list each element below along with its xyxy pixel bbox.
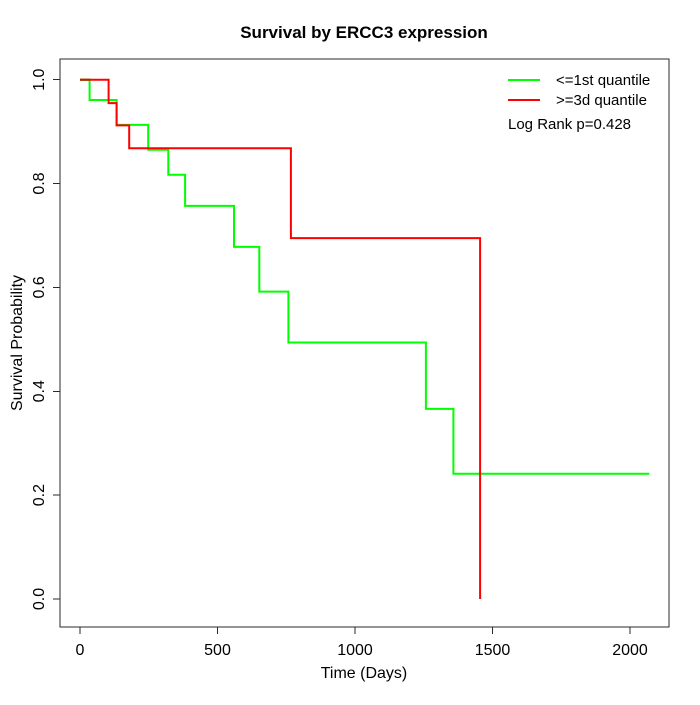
survival-curves	[80, 78, 650, 599]
legend: <=1st quantile >=3d quantile Log Rank p=…	[508, 72, 650, 133]
log-rank-annotation: Log Rank p=0.428	[508, 116, 631, 133]
x-tick-label: 2000	[612, 642, 648, 659]
x-axis-label: Time (Days)	[321, 665, 408, 682]
y-tick-label: 1.0	[31, 68, 48, 90]
legend-label-third-quantile: >=3d quantile	[556, 92, 647, 109]
y-tick-label: 0.4	[31, 380, 48, 402]
x-tick-label: 1500	[475, 642, 511, 659]
x-tick-label: 1000	[337, 642, 373, 659]
y-tick-label: 0.0	[31, 588, 48, 610]
y-tick-label: 0.2	[31, 484, 48, 506]
y-tick-label: 0.8	[31, 172, 48, 194]
x-tick-label: 500	[204, 642, 231, 659]
y-tick-label: 0.6	[31, 276, 48, 298]
plot-title: Survival by ERCC3 expression	[240, 23, 488, 42]
y-axis-ticks: 0.0 0.2 0.4 0.6 0.8 1.0	[31, 68, 60, 610]
legend-label-first-quantile: <=1st quantile	[556, 72, 650, 89]
x-axis-ticks: 0 500 1000 1500 2000	[76, 627, 648, 659]
survival-curve-0	[80, 78, 650, 475]
plot-box	[59, 58, 670, 628]
x-tick-label: 0	[76, 642, 85, 659]
y-axis-label: Survival Probability	[9, 275, 26, 411]
survival-curve-1	[80, 78, 482, 599]
